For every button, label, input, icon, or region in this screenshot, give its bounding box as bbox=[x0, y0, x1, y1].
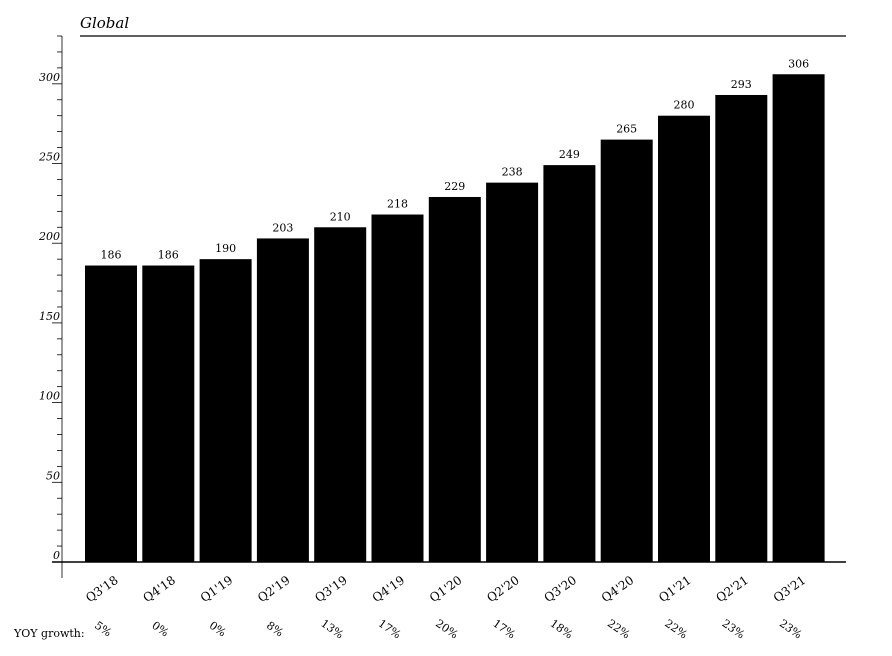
x-tick-label: Q2'21 bbox=[713, 573, 751, 605]
x-tick-label: Q2'19 bbox=[255, 573, 293, 605]
bar-value-label: 186 bbox=[158, 249, 179, 262]
bar-value-label: 203 bbox=[272, 221, 293, 234]
yoy-growth-value: 17% bbox=[376, 617, 403, 642]
x-tick-label: Q1'19 bbox=[198, 573, 236, 605]
chart-title: Global bbox=[80, 14, 129, 32]
bar bbox=[772, 74, 825, 562]
bar-value-label: 238 bbox=[502, 166, 523, 179]
y-tick-label: 50 bbox=[46, 469, 60, 482]
yoy-growth-value: 22% bbox=[662, 617, 689, 642]
bar bbox=[658, 115, 710, 563]
yoy-growth-value: 0% bbox=[207, 619, 229, 640]
y-axis: 0 50 100 150 200 250 300 bbox=[38, 35, 63, 578]
bar-value-label: 306 bbox=[788, 57, 809, 70]
yoy-growth-value: 18% bbox=[548, 617, 575, 642]
bar bbox=[256, 238, 309, 562]
yoy-growth-heading: YOY growth: bbox=[13, 627, 85, 640]
bar bbox=[371, 214, 424, 562]
y-tick-label: 0 bbox=[53, 549, 60, 562]
bar-value-label: 190 bbox=[215, 242, 236, 255]
yoy-growth-value: 23% bbox=[777, 617, 804, 642]
bar-value-label: 186 bbox=[101, 249, 122, 262]
yoy-growth-value: 13% bbox=[318, 617, 345, 642]
bar-value-label: 210 bbox=[330, 210, 351, 223]
yoy-growth-value: 20% bbox=[433, 617, 460, 642]
x-tick-label: Q3'20 bbox=[542, 573, 580, 605]
y-tick-label: 300 bbox=[39, 71, 60, 84]
x-tick-label: Q3'19 bbox=[312, 573, 350, 605]
x-tick-label: Q3'21 bbox=[771, 573, 809, 605]
yoy-growth-value: 22% bbox=[605, 617, 632, 642]
bar bbox=[600, 139, 653, 562]
bar-value-label: 293 bbox=[731, 78, 752, 91]
bar-value-label: 265 bbox=[616, 123, 637, 136]
bars bbox=[85, 74, 825, 563]
x-tick-label: Q4'18 bbox=[140, 573, 178, 605]
bar bbox=[314, 227, 367, 563]
x-tick-label: Q2'20 bbox=[484, 573, 522, 605]
bar bbox=[715, 94, 768, 562]
bar-value-label: 218 bbox=[387, 198, 408, 211]
bar bbox=[543, 165, 596, 563]
x-tick-label: Q4'20 bbox=[599, 573, 637, 605]
x-tick-label: Q4'19 bbox=[370, 573, 408, 605]
x-tick-label: Q1'21 bbox=[656, 573, 694, 605]
yoy-growth-value: 8% bbox=[264, 619, 286, 640]
x-axis-labels: Q3'18 Q4'18 Q1'19 Q2'19 Q3'19 Q4'19 Q1'20 Q2'20… bbox=[83, 573, 808, 605]
yoy-growth-value: 5% bbox=[92, 619, 114, 640]
y-tick-label: 150 bbox=[39, 310, 60, 323]
bar bbox=[199, 259, 252, 562]
yoy-growth-value: 17% bbox=[490, 617, 517, 642]
yoy-growth-value: 0% bbox=[149, 619, 171, 640]
y-tick-label: 200 bbox=[38, 230, 60, 243]
bar-value-label: 229 bbox=[444, 180, 465, 193]
bar bbox=[428, 196, 481, 562]
bar-value-label: 280 bbox=[674, 99, 695, 112]
yoy-growth-labels: 5% 0% 0% 8% 13% 17% 20% 17% 18% 22% 22% 23% 23% bbox=[92, 617, 804, 642]
bar bbox=[142, 265, 195, 562]
bar-value-label: 249 bbox=[559, 148, 580, 161]
bar bbox=[85, 265, 137, 562]
y-tick-label: 250 bbox=[38, 151, 60, 164]
x-tick-label: Q1'20 bbox=[427, 573, 465, 605]
value-labels: 186 186 190 203 210 218 229 238 249 265 280 293 306 bbox=[101, 57, 810, 261]
x-tick-label: Q3'18 bbox=[83, 573, 121, 605]
y-tick-label: 100 bbox=[39, 390, 60, 403]
bar bbox=[486, 182, 539, 562]
yoy-growth-value: 23% bbox=[720, 617, 747, 642]
